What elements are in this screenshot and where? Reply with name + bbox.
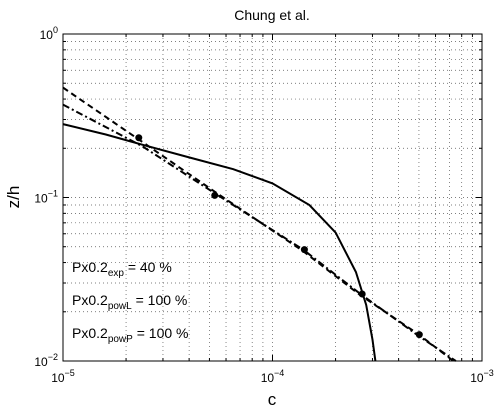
series-line-dashed [62,86,455,362]
y-tick-label: 10−2 [34,352,58,369]
x-tick-label: 10−4 [261,368,285,385]
data-point [135,134,143,142]
data-point [358,290,366,298]
series-line-solid [62,123,377,362]
annotation-1: Px0.2exp = 40 % [72,259,172,279]
series-layer [62,86,457,362]
chart-title: Chung et al. [234,7,310,23]
data-point [300,246,308,254]
data-point [415,331,423,339]
data-point [211,191,219,199]
points-layer [135,134,423,339]
x-tick-label: 10−5 [51,368,75,385]
x-axis-label: c [268,390,277,409]
ticks: 10−5 10−4 10−3 10−2 10−1 100 [34,25,493,385]
x-tick-label: 10−3 [470,368,494,385]
annotations: Px0.2exp = 40 % Px0.2powL = 100 % Px0.2pow… [72,259,188,345]
series-line-dashdot [62,103,457,362]
annotation-3: Px0.2powP = 100 % [72,325,188,345]
y-axis-label: z/h [4,186,23,209]
y-tick-label: 10−1 [34,189,58,206]
grid [63,34,482,361]
annotation-2: Px0.2powL = 100 % [72,292,187,312]
y-tick-label: 100 [40,25,58,42]
